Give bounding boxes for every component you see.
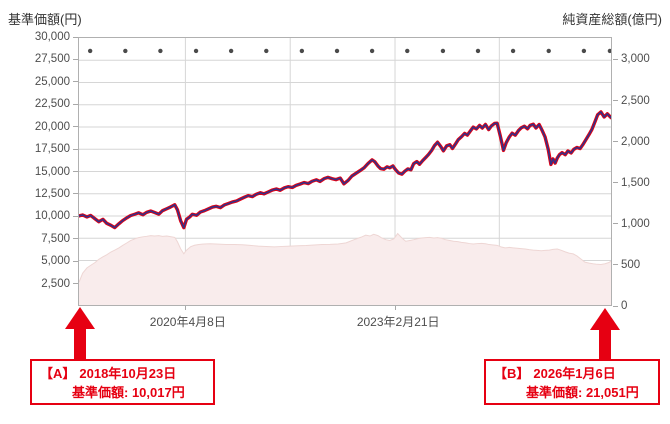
right-axis-tick-mark (613, 182, 618, 184)
callout-b-date: 2026年1月6日 (533, 366, 616, 381)
left-axis-tick-mark (73, 238, 78, 240)
settlement-dot (158, 48, 163, 54)
callout-a-tag: 【A】 (40, 366, 76, 381)
left-axis-tick-label: 2,500 (41, 277, 70, 290)
nav-line-edge (79, 110, 611, 230)
x-axis-tick-mark (184, 306, 186, 310)
nav-line (79, 111, 611, 229)
settlement-dot (510, 48, 516, 54)
left-axis-tick-mark (73, 215, 78, 217)
right-axis-tick-mark (613, 223, 618, 225)
right-axis-tick-label: 500 (621, 258, 641, 271)
settlement-dot (607, 48, 611, 54)
settlement-dot (475, 48, 481, 54)
arrow-b-stem (599, 328, 611, 361)
left-axis-tick-label: 17,500 (34, 143, 70, 156)
settlement-dot (546, 48, 551, 54)
callout-a-nav: 基準価額: 10,017円 (72, 385, 185, 400)
arrow-a-stem (74, 327, 86, 361)
right-axis-tick-label: 2,000 (621, 135, 650, 148)
right-axis-tick-label: 1,000 (621, 217, 650, 230)
callout-b-nav: 基準価額: 21,051円 (526, 385, 639, 400)
right-axis-title: 純資産総額(億円) (562, 12, 662, 27)
settlement-dot (193, 48, 199, 54)
callout-b-tag: 【B】 (494, 366, 530, 381)
settlement-dot (264, 48, 269, 54)
right-axis-tick-mark (613, 264, 618, 266)
left-axis-tick-label: 30,000 (34, 31, 70, 43)
settlement-dot (581, 48, 587, 54)
left-axis-tick-label: 7,500 (41, 232, 70, 245)
left-axis-tick-label: 25,000 (34, 75, 70, 88)
settlement-dot (369, 48, 375, 54)
net-assets-area (79, 233, 611, 305)
left-axis-tick-mark (73, 81, 78, 83)
right-axis-tick-label: 2,500 (621, 94, 650, 107)
left-axis-tick-mark (73, 36, 78, 38)
chart-canvas (79, 38, 611, 305)
left-axis-tick-label: 12,500 (34, 187, 70, 200)
left-axis-tick-label: 27,500 (34, 53, 70, 66)
left-axis-tick-mark (73, 283, 78, 285)
callout-a: 【A】 2018年10月23日 基準価額: 10,017円 (30, 359, 215, 405)
left-axis-tick-label: 5,000 (41, 255, 70, 268)
settlement-dot (405, 48, 410, 54)
right-axis-tick-label: 3,000 (621, 53, 650, 66)
settlement-dot (228, 48, 234, 54)
right-axis-tick-mark (613, 305, 618, 307)
callout-a-date-row: 【A】 2018年10月23日 (40, 364, 205, 383)
settlement-dot (440, 48, 446, 54)
callout-a-date: 2018年10月23日 (79, 366, 177, 381)
left-axis-tick-mark (73, 193, 78, 195)
callout-b: 【B】 2026年1月6日 基準価額: 21,051円 (484, 359, 660, 405)
x-axis-tick-label: 2020年4月8日 (149, 315, 226, 329)
right-axis-tick-label: 0 (621, 300, 628, 312)
right-axis-tick-label: 1,500 (621, 176, 650, 189)
plot-area (78, 37, 612, 306)
left-axis-tick-label: 15,000 (34, 165, 70, 178)
right-axis-tick-mark (613, 141, 618, 143)
settlement-dot (299, 48, 305, 54)
net-assets-area-edge (79, 232, 611, 283)
left-axis-tick-mark (73, 126, 78, 128)
left-axis-tick-mark (73, 58, 78, 60)
left-axis-tick-label: 22,500 (34, 98, 70, 111)
left-axis-tick-mark (73, 260, 78, 262)
right-axis-tick-mark (613, 58, 618, 60)
left-axis-tick-mark (73, 148, 78, 150)
x-axis-tick-mark (395, 306, 397, 310)
left-axis-tick-label: 10,000 (34, 210, 70, 223)
left-axis-tick-mark (73, 171, 78, 172)
left-axis-title: 基準価額(円) (8, 12, 82, 27)
x-axis-tick-label: 2023年2月21日 (356, 315, 440, 329)
settlement-dot (334, 48, 340, 54)
arrow-a-head-icon (65, 307, 95, 329)
left-axis-tick-mark (73, 103, 78, 105)
callout-b-date-row: 【B】 2026年1月6日 (494, 364, 650, 383)
left-axis-tick-label: 20,000 (34, 120, 70, 133)
settlement-dot (87, 48, 93, 54)
right-axis-tick-mark (613, 100, 618, 101)
arrow-b-head-icon (590, 308, 620, 330)
settlement-dot (123, 48, 128, 54)
